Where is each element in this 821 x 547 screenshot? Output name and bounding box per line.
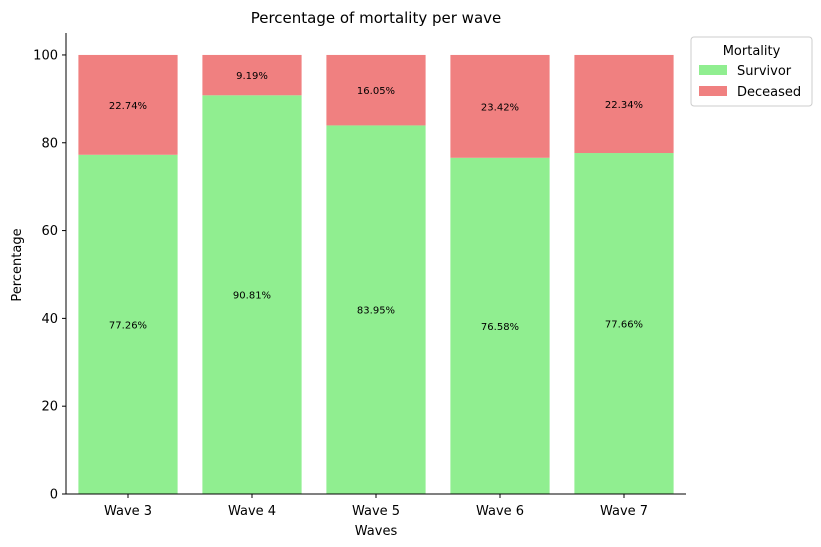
- legend-label-survivor: Survivor: [737, 64, 792, 79]
- bar-deceased-wave-4: [202, 54, 302, 96]
- data-label-deceased-wave-3: 22.74%: [109, 101, 147, 112]
- bar-deceased-wave-5: [326, 54, 426, 126]
- bar-survivor-wave-3: [78, 154, 178, 494]
- legend-swatch-deceased: [699, 86, 727, 96]
- axes-group: 0 20 40 60 80 100 Wave 3 Wave 4 Wave 5 Wave 6 Wave…: [33, 33, 686, 519]
- data-label-survivor-wave-6: 76.58%: [481, 322, 519, 333]
- chart-title: Percentage of mortality per wave: [251, 9, 502, 27]
- x-tick-label-wave-5: Wave 5: [352, 504, 400, 519]
- bar-survivor-wave-5: [326, 125, 426, 494]
- x-tick-label-wave-7: Wave 7: [600, 504, 648, 519]
- bar-deceased-wave-7: [574, 54, 674, 154]
- data-label-survivor-wave-3: 77.26%: [109, 320, 147, 331]
- x-tick-label-wave-6: Wave 6: [476, 504, 524, 519]
- y-axis-label: Percentage: [10, 228, 25, 301]
- data-label-survivor-wave-5: 83.95%: [357, 306, 395, 317]
- x-tick-label-wave-3: Wave 3: [104, 504, 152, 519]
- x-tick-label-wave-4: Wave 4: [228, 504, 276, 519]
- data-label-survivor-wave-4: 90.81%: [233, 291, 271, 302]
- y-tick-label-80: 80: [41, 136, 58, 151]
- y-tick-label-40: 40: [41, 312, 58, 327]
- data-label-deceased-wave-6: 23.42%: [481, 102, 519, 113]
- bar-deceased-wave-3: [78, 54, 178, 155]
- y-tick-label-100: 100: [33, 48, 58, 63]
- legend-swatch-survivor: [699, 65, 727, 75]
- legend-label-deceased: Deceased: [737, 85, 801, 100]
- bar-survivor-wave-6: [450, 157, 550, 494]
- bars-group: [78, 54, 674, 495]
- data-label-deceased-wave-7: 22.34%: [605, 100, 643, 111]
- x-axis-label: Waves: [355, 524, 398, 539]
- legend: Mortality Survivor Deceased: [690, 36, 813, 107]
- y-tick-label-0: 0: [50, 488, 58, 503]
- data-label-survivor-wave-7: 77.66%: [605, 320, 643, 331]
- bar-labels-group: 77.26% 22.74% 90.81% 9.19% 83.95% 16.05% 76.58…: [109, 71, 643, 333]
- data-label-deceased-wave-5: 16.05%: [357, 86, 395, 97]
- bar-survivor-wave-4: [202, 95, 302, 495]
- y-tick-label-60: 60: [41, 224, 58, 239]
- y-tick-label-20: 20: [41, 400, 58, 415]
- bar-survivor-wave-7: [574, 153, 674, 494]
- bar-deceased-wave-6: [450, 54, 550, 158]
- data-label-deceased-wave-4: 9.19%: [236, 71, 268, 82]
- legend-title: Mortality: [723, 44, 781, 59]
